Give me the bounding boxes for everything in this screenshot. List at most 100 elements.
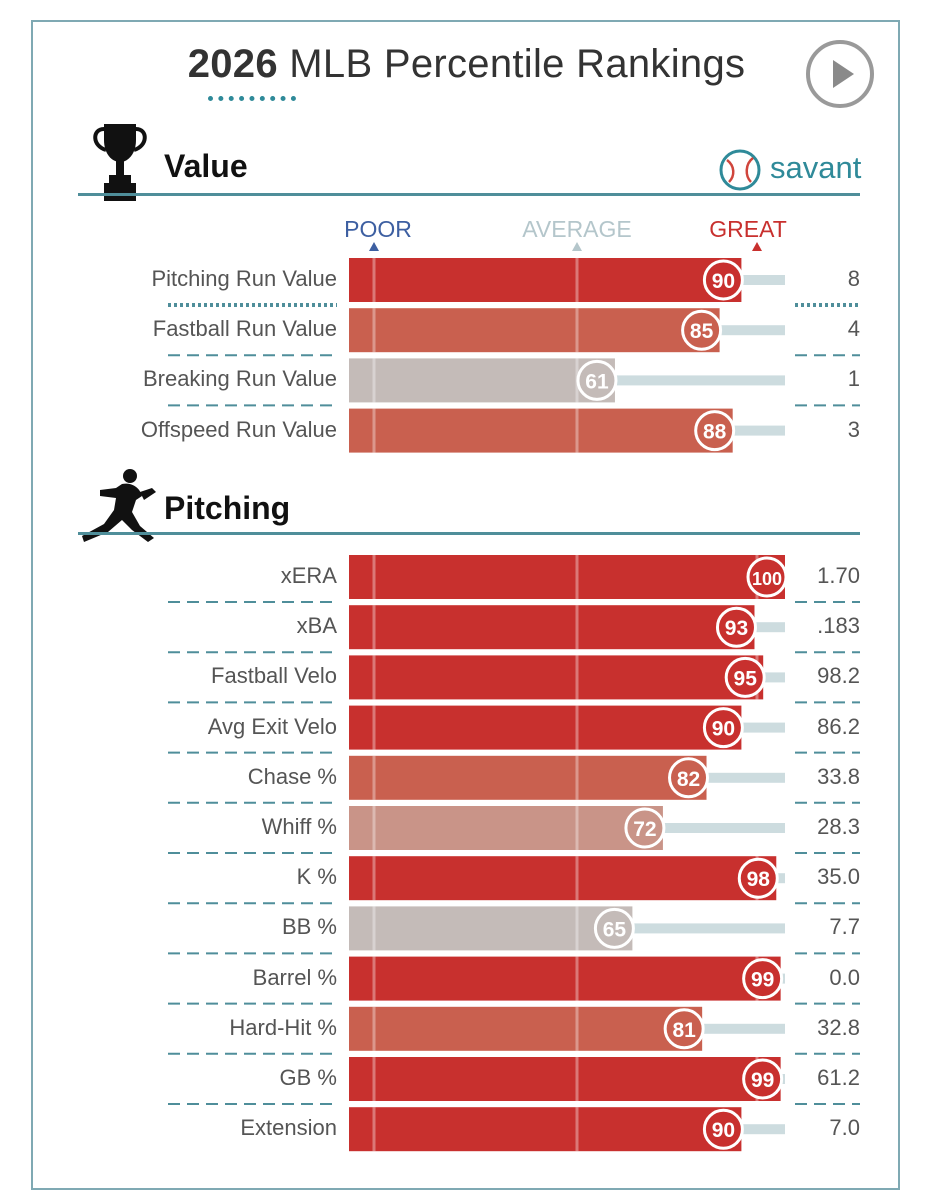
metric-stat-value: 1.70	[817, 563, 860, 588]
metric-label: Whiff %	[261, 814, 337, 839]
pitching-section-title: Pitching	[164, 490, 291, 526]
percentile-value-label: 65	[603, 918, 627, 941]
title-year: 2026	[187, 42, 278, 86]
bar-track	[644, 823, 785, 833]
percentile-value-label: 88	[703, 421, 727, 444]
value-section-rule	[78, 193, 860, 196]
percentile-bar	[349, 755, 707, 800]
percentile-value-label: 98	[747, 868, 771, 891]
percentile-value-label: 99	[751, 1069, 774, 1092]
savant-logo: savant	[718, 146, 863, 192]
percentile-bubble	[702, 259, 744, 301]
metric-label: Hard-Hit %	[229, 1014, 337, 1040]
metric-stat-value: 7.7	[829, 914, 860, 940]
metric-stat-value: 98.2	[817, 663, 860, 689]
average-marker	[572, 242, 582, 251]
baseball-icon	[719, 149, 761, 191]
metric-stat-value: 61.2	[817, 1065, 860, 1090]
scale-average-label: AVERAGE	[522, 216, 632, 242]
percentile-bar	[349, 906, 633, 951]
bar-track	[614, 923, 785, 934]
metric-stat-value: 35.0	[817, 864, 860, 890]
metric-label: Avg Exit Velo	[207, 713, 337, 739]
metric-label: xBA	[296, 613, 337, 639]
metric-stat-value: 4	[847, 316, 860, 342]
metric-label: Fastball Velo	[211, 663, 337, 689]
value-section-title: Value	[164, 148, 248, 184]
percentile-bar	[349, 806, 663, 850]
percentile-value-label: 90	[712, 270, 735, 293]
percentile-value-label: 82	[677, 768, 700, 791]
bar-track	[688, 772, 785, 783]
pitching-section-rule	[78, 532, 860, 535]
poor-marker	[369, 242, 379, 251]
percentile-bubble	[742, 1058, 784, 1100]
pitching-section-header: Pitching	[78, 466, 860, 546]
metric-label: Pitching Run Value	[151, 266, 338, 291]
percentile-bubble	[624, 807, 666, 849]
bar-track	[596, 375, 785, 386]
bar-track	[684, 1023, 785, 1034]
metric-stat-value: 33.8	[817, 763, 860, 789]
percentile-bar	[349, 605, 755, 650]
metric-label: Barrel %	[252, 964, 337, 990]
metric-label: xERA	[280, 563, 337, 588]
metric-stat-value: .183	[817, 613, 860, 639]
scale-poor-label: POOR	[344, 216, 412, 242]
metric-stat-value: 86.2	[817, 713, 860, 739]
metric-stat-value: 32.8	[817, 1014, 860, 1040]
percentile-bubble	[694, 410, 736, 452]
percentile-bar	[349, 1006, 703, 1051]
great-marker	[752, 242, 762, 251]
percentile-bubble	[742, 958, 784, 1000]
play-icon	[833, 60, 854, 88]
play-button[interactable]	[806, 40, 874, 108]
metric-label: Offspeed Run Value	[140, 416, 337, 442]
savant-label: savant	[770, 150, 862, 185]
bar-track	[701, 325, 785, 336]
percentile-bubble	[724, 656, 766, 698]
page-title: 2026 MLB Percentile Rankings	[0, 42, 933, 87]
card-frame	[31, 20, 900, 1190]
percentile-bar	[349, 705, 742, 750]
percentile-bar	[349, 956, 781, 1001]
metric-label: Extension	[240, 1115, 337, 1141]
title-text: MLB Percentile Rankings	[289, 42, 746, 86]
percentile-bar	[349, 408, 733, 453]
percentile-bar	[349, 555, 785, 599]
bar-track	[723, 275, 785, 285]
percentile-value-label: 81	[672, 1019, 696, 1042]
percentile-bar	[349, 258, 742, 302]
title-underline	[208, 96, 296, 101]
percentile-value-label: 61	[585, 370, 609, 393]
percentile-bar	[349, 856, 777, 901]
metric-label: Breaking Run Value	[142, 366, 337, 392]
metric-label: Fastball Run Value	[152, 316, 337, 342]
metric-stat-value: 8	[847, 266, 860, 291]
percentile-bar	[349, 308, 720, 353]
percentile-value-label: 100	[752, 569, 782, 589]
percentile-bar	[349, 1107, 742, 1152]
percentile-value-label: 93	[725, 617, 748, 640]
percentile-bubble	[737, 857, 779, 899]
metric-stat-value: 1	[847, 366, 860, 392]
percentile-bubble	[681, 309, 723, 351]
metric-stat-value: 0.0	[829, 964, 860, 990]
percentile-bubble	[663, 1008, 705, 1050]
trophy-icon	[93, 124, 147, 201]
metric-stat-value: 7.0	[829, 1115, 860, 1141]
metric-label: GB %	[279, 1065, 337, 1090]
percentile-bar	[349, 655, 764, 700]
pitcher-icon	[82, 469, 156, 542]
percentile-bubble	[702, 707, 744, 749]
percentile-value-label: 90	[712, 1119, 735, 1142]
metric-stat-value: 28.3	[817, 814, 860, 839]
percentile-value-label: 85	[690, 320, 714, 343]
metric-label: K %	[296, 864, 337, 890]
percentile-value-label: 90	[712, 718, 735, 741]
bar-track	[723, 722, 785, 733]
metric-stat-value: 3	[847, 416, 860, 442]
percentile-bar	[349, 358, 615, 403]
metric-label: BB %	[281, 914, 337, 940]
